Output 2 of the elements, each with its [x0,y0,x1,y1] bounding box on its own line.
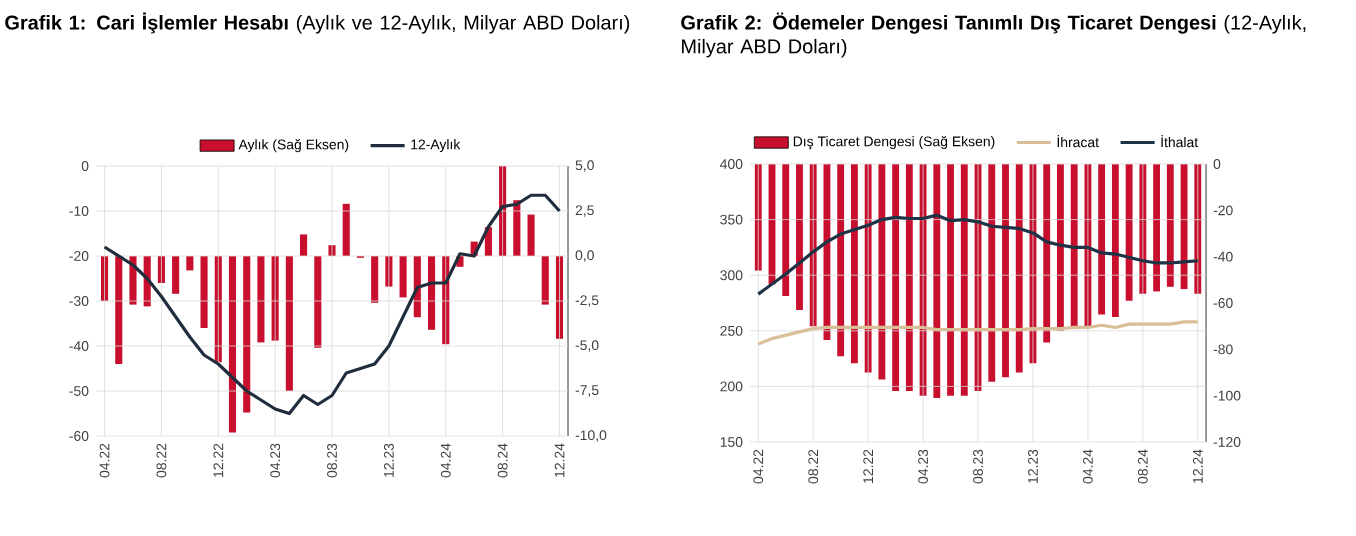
chart-title: Grafik 2: Ödemeler Dengesi Tanımlı Dış Ticaret Dengesi (12-Aylık, Milyar ABD Doları) [681,12,1306,58]
chart-title: Grafik 1: Cari İşlemler Hesabı (Aylık ve 12-Aylık, Milyar ABD Doları) [5,12,630,34]
